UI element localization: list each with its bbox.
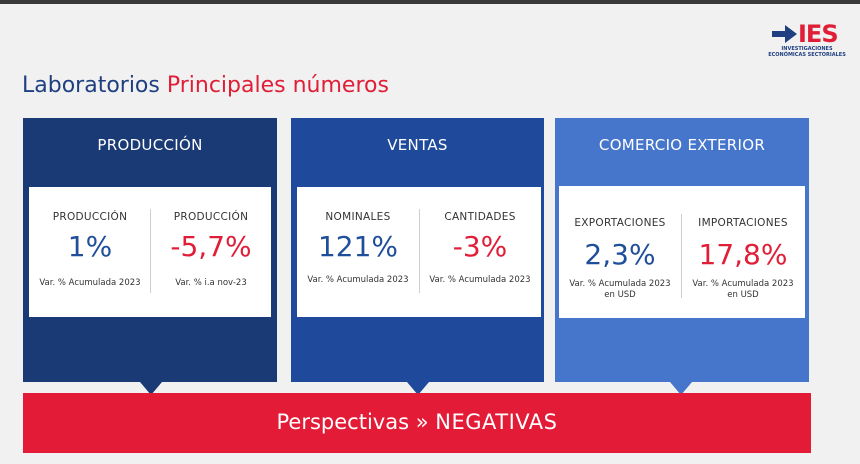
- stat-right: IMPORTACIONES 17,8% Var. % Acumulada 202…: [681, 186, 805, 318]
- panel-title: COMERCIO EXTERIOR: [598, 136, 766, 154]
- stat-note: Var. % Acumulada 2023: [429, 275, 531, 285]
- arrow-right-icon: [772, 25, 797, 43]
- stat-note: Var. % Acumulada 2023 en USD: [559, 279, 681, 301]
- banner-text: Perspectivas » NEGATIVAS: [23, 407, 811, 437]
- page-title-part1: Laboratorios: [22, 73, 160, 98]
- page-title: Laboratorios Principales números: [22, 72, 389, 100]
- stat-left: EXPORTACIONES 2,3% Var. % Acumulada 2023…: [559, 186, 681, 318]
- stats-card: NOMINALES 121% Var. % Acumulada 2023 CAN…: [297, 187, 541, 317]
- divider: [419, 209, 420, 293]
- panel-title: PRODUCCIÓN: [97, 136, 203, 154]
- stat-value: -3%: [452, 230, 508, 263]
- stat-value: 1%: [67, 230, 113, 263]
- stat-label: NOMINALES: [325, 211, 391, 223]
- page-title-part2: Principales números: [166, 73, 389, 98]
- logo-subtitle: INVESTIGACIONES ECONÓMICAS SECTORIALES: [768, 46, 846, 58]
- stat-label: EXPORTACIONES: [574, 217, 666, 229]
- stat-note-line1: Var. % Acumulada 2023: [692, 279, 794, 289]
- logo-text: IES: [798, 20, 839, 48]
- panel-pointer: [140, 382, 162, 395]
- top-bar: [0, 0, 860, 4]
- stat-note-line2: en USD: [604, 290, 636, 300]
- stat-value: 121%: [317, 230, 399, 263]
- panel-pointer: [670, 382, 692, 395]
- stat-left: NOMINALES 121% Var. % Acumulada 2023: [297, 187, 419, 317]
- stat-note: Var. % Acumulada 2023 en USD: [681, 279, 805, 301]
- panel-comercio-exterior: COMERCIO EXTERIOR EXPORTACIONES 2,3% Var…: [555, 118, 809, 382]
- stat-note-line2: en USD: [727, 290, 759, 300]
- panel-produccion: PRODUCCIÓN PRODUCCIÓN 1% Var. % Acumulad…: [23, 118, 277, 382]
- stats-card: PRODUCCIÓN 1% Var. % Acumulada 2023 PROD…: [29, 187, 271, 317]
- ies-logo: IES INVESTIGACIONES ECONÓMICAS SECTORIAL…: [762, 20, 852, 60]
- stat-label: PRODUCCIÓN: [173, 211, 249, 223]
- stat-right: PRODUCCIÓN -5,7% Var. % i.a nov-23: [151, 187, 271, 317]
- panel-title: VENTAS: [387, 136, 448, 154]
- divider: [681, 214, 682, 298]
- stat-label: PRODUCCIÓN: [52, 211, 128, 223]
- banner-label: Perspectivas »: [276, 410, 429, 434]
- stat-note: Var. % Acumulada 2023: [39, 278, 141, 288]
- divider: [150, 209, 151, 293]
- stat-value: 17,8%: [698, 238, 788, 271]
- perspectivas-banner: Perspectivas » NEGATIVAS: [23, 393, 811, 453]
- stat-note: Var. % i.a nov-23: [175, 278, 247, 288]
- stats-card: EXPORTACIONES 2,3% Var. % Acumulada 2023…: [559, 186, 805, 318]
- stat-label: IMPORTACIONES: [698, 217, 788, 229]
- stat-label: CANTIDADES: [444, 211, 516, 223]
- stat-note: Var. % Acumulada 2023: [307, 275, 409, 285]
- panel-pointer: [407, 382, 429, 395]
- stat-value: -5,7%: [170, 230, 252, 263]
- stat-value: 2,3%: [584, 238, 656, 271]
- banner-value: NEGATIVAS: [435, 410, 558, 434]
- panel-ventas: VENTAS NOMINALES 121% Var. % Acumulada 2…: [291, 118, 544, 382]
- stat-left: PRODUCCIÓN 1% Var. % Acumulada 2023: [29, 187, 151, 317]
- stat-right: CANTIDADES -3% Var. % Acumulada 2023: [419, 187, 541, 317]
- stat-note-line1: Var. % Acumulada 2023: [569, 279, 671, 289]
